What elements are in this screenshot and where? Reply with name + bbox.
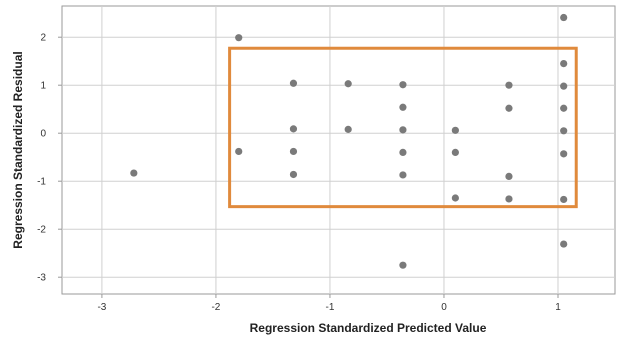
data-point: [399, 81, 407, 89]
y-tick-label: 2: [40, 33, 46, 44]
data-point: [130, 169, 138, 177]
data-point: [451, 126, 459, 134]
data-point: [289, 170, 298, 179]
data-point: [560, 104, 568, 112]
x-tick-label: -2: [211, 302, 220, 313]
data-point: [451, 148, 459, 156]
y-axis-title: Regression Standardized Residual: [11, 51, 25, 248]
data-point: [451, 194, 459, 202]
y-tick-label: -3: [37, 273, 46, 284]
data-point: [505, 195, 513, 203]
x-tick-label: -1: [325, 302, 334, 313]
data-point: [289, 79, 298, 87]
x-tick-label: -3: [97, 302, 106, 313]
data-point: [505, 81, 513, 89]
y-tick-label: -2: [37, 225, 46, 236]
data-point: [344, 80, 352, 88]
data-point: [560, 195, 568, 204]
data-point: [235, 147, 243, 156]
data-point: [399, 171, 407, 179]
y-tick-label: 1: [40, 81, 46, 92]
data-point: [560, 150, 568, 158]
data-point: [399, 261, 407, 269]
data-point: [560, 240, 568, 248]
data-point: [560, 127, 568, 135]
data-point: [344, 125, 352, 133]
data-point: [560, 60, 568, 68]
plot-area: [61, 5, 616, 295]
data-point: [235, 34, 243, 42]
data-point: [560, 13, 568, 22]
data-point: [399, 148, 407, 156]
data-point: [289, 125, 298, 133]
x-tick-label: 0: [441, 302, 447, 313]
data-point: [505, 172, 513, 180]
y-tick-label: -1: [37, 177, 46, 188]
x-tick-label: 1: [555, 302, 561, 313]
highlight-box: [228, 46, 578, 209]
y-tick-label: 0: [40, 129, 46, 140]
tick-labels: -3 -2 -1 0 1 2 1 0 -1 -2 -3: [37, 33, 561, 313]
data-point: [399, 126, 407, 134]
data-point: [560, 82, 568, 90]
data-points: [130, 13, 568, 269]
data-point: [289, 147, 298, 156]
grid-lines: [58, 6, 615, 298]
data-point: [399, 103, 407, 111]
x-axis-title: Regression Standardized Predicted Value: [250, 321, 487, 335]
data-point: [505, 104, 513, 112]
